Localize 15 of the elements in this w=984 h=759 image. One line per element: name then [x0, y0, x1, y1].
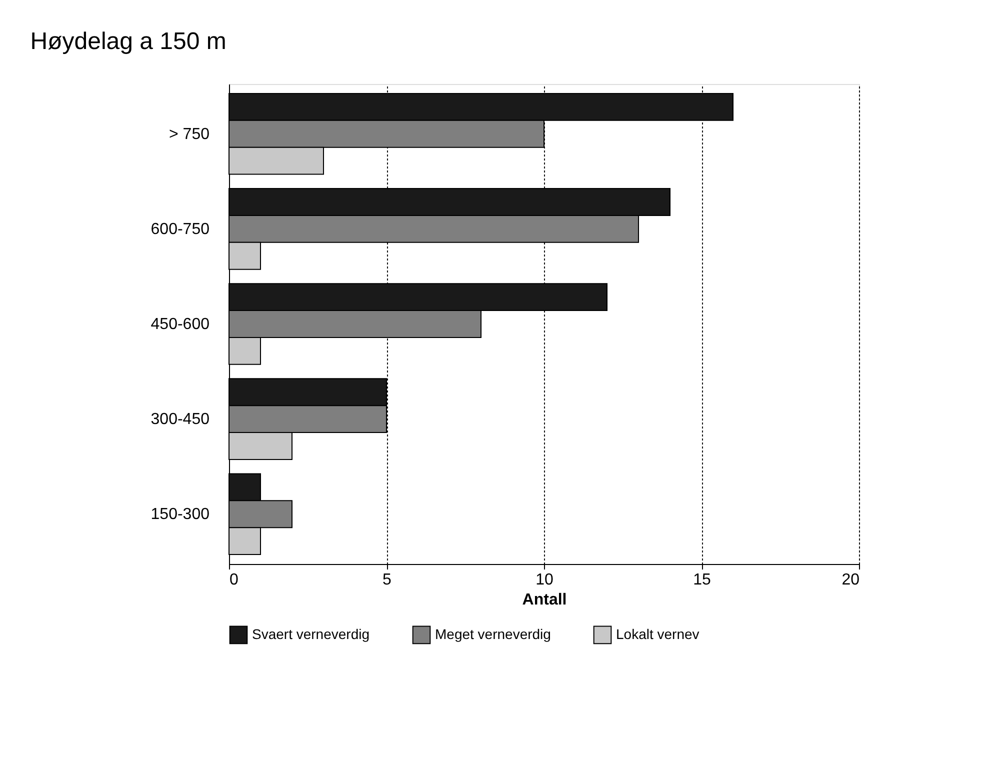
x-axis-title: Antall [522, 592, 567, 608]
legend-label: Lokalt vernev [616, 626, 700, 642]
x-tick-label: 0 [230, 572, 238, 588]
x-tick-label: 10 [536, 572, 554, 588]
legend-label: Svaert verneverdig [252, 626, 370, 642]
x-tick-label: 15 [693, 572, 711, 588]
y-tick-label: > 750 [169, 126, 210, 143]
y-tick-label: 600-750 [150, 220, 210, 238]
x-tick-label: 5 [382, 572, 392, 588]
x-tick-label: 20 [842, 572, 860, 588]
y-tick-label: 450-600 [150, 316, 210, 333]
legend-label: Meget verneverdig [435, 626, 551, 642]
y-tick-label: 150-300 [150, 506, 210, 524]
chart-title: Høydelag a 150 m [30, 28, 226, 55]
y-tick-label: 300-450 [150, 411, 210, 428]
